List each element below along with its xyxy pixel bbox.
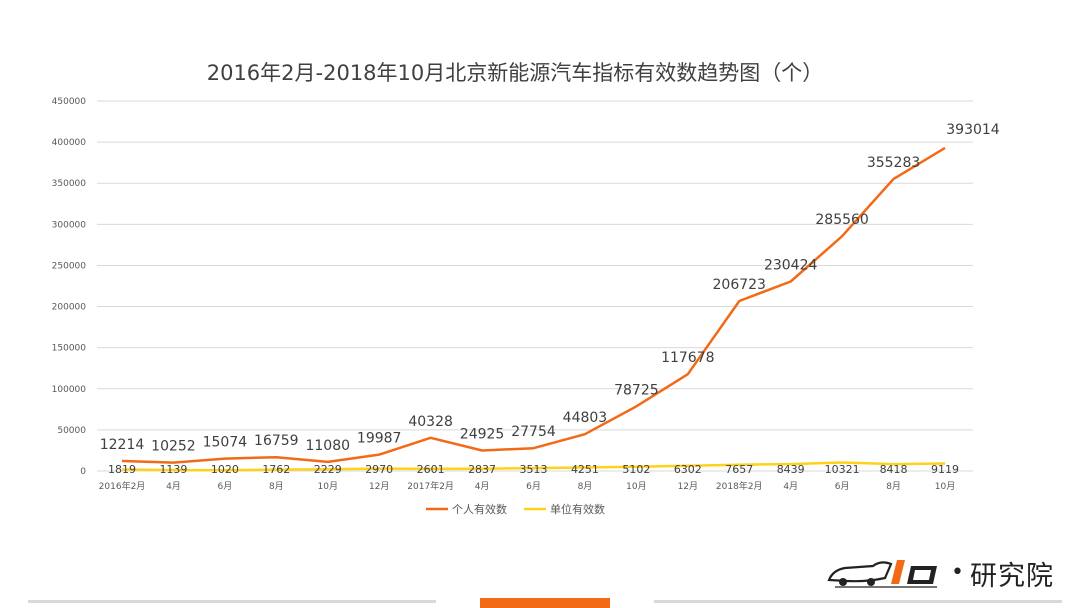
x-axis-ticks: 2016年2月 4月 6月 8月 10月 12月 2017年2月 4月 6月 8月 10月 12月 20… [99,480,956,492]
data-label: 8418 [880,463,908,476]
data-label: 24925 [460,427,505,443]
data-label: 19987 [357,431,402,447]
x-tick-label: 12月 [369,481,389,492]
data-label: 1762 [262,463,290,476]
series-line [121,461,946,472]
series-lines [121,146,946,472]
chart-title: 2016年2月-2018年10月北京新能源汽车指标有效数趋势图（个） [207,61,824,85]
x-tick-label: 2018年2月 [716,480,763,492]
x-tick-label: 2016年2月 [99,480,146,492]
y-tick-label: 50000 [57,426,86,436]
data-label: 393014 [946,122,1000,138]
data-label: 1020 [211,463,239,476]
x-tick-label: 4月 [475,481,490,492]
y-tick-label: 350000 [52,179,87,189]
data-label: 10252 [151,439,196,455]
data-label: 10321 [825,463,860,476]
series-line [121,146,946,464]
car-1-electric-logo-icon [827,560,938,588]
data-label: 8439 [777,463,805,476]
data-label: 2601 [417,463,445,476]
data-label: 355283 [867,155,920,171]
data-label: 44803 [563,410,608,426]
data-label: 2229 [314,463,342,476]
y-tick-label: 300000 [52,220,87,230]
data-label: 40328 [408,414,453,430]
x-tick-label: 2017年2月 [407,480,454,492]
logo-text: 研究院 [970,560,1054,592]
data-label: 2970 [365,463,393,476]
x-tick-label: 8月 [578,481,593,492]
brand-logo: • 研究院 [827,556,1054,592]
data-label: 3513 [520,463,548,476]
legend: 个人有效数 单位有效数 [426,502,605,516]
y-tick-label: 100000 [52,385,87,395]
data-label: 27754 [511,424,556,440]
x-tick-label: 10月 [318,481,338,492]
data-label: 5102 [622,463,650,476]
data-label: 6302 [674,463,702,476]
x-tick-label: 10月 [935,481,955,492]
data-label: 16759 [254,433,299,449]
data-label: 7657 [725,463,753,476]
data-label: 78725 [614,382,659,398]
data-label: 1139 [159,463,187,476]
data-label: 9119 [931,463,959,476]
data-label: 1819 [108,463,136,476]
data-label: 206723 [713,277,766,293]
y-tick-label: 450000 [52,97,87,107]
data-label: 285560 [815,212,868,228]
legend-label: 单位有效数 [550,502,605,516]
data-label: 12214 [100,437,145,453]
data-label: 11080 [305,438,350,454]
x-tick-label: 6月 [835,481,850,492]
y-tick-label: 400000 [52,138,87,148]
data-label: 15074 [203,435,248,451]
x-tick-label: 4月 [783,481,798,492]
logo-dot: • [951,560,964,585]
x-tick-label: 12月 [678,481,698,492]
x-tick-label: 6月 [526,481,541,492]
y-tick-label: 250000 [52,261,87,271]
data-label: 2837 [468,463,496,476]
legend-label: 个人有效数 [452,502,507,516]
y-tick-label: 200000 [52,303,87,313]
data-label: 4251 [571,463,599,476]
y-tick-label: 150000 [52,344,87,354]
footer-line-left [28,600,436,603]
data-label: 230424 [764,258,818,274]
x-tick-label: 4月 [166,481,181,492]
y-axis-ticks: 0 50000 100000 150000 200000 250000 300000 3500… [52,97,87,477]
y-tick-label: 0 [80,467,86,477]
footer-accent-bar [480,598,610,608]
x-tick-label: 10月 [626,481,646,492]
data-label: 117678 [661,350,714,366]
data-labels: 12214 10252 15074 16759 11080 19987 40328 24925… [100,122,1000,476]
x-tick-label: 6月 [218,481,233,492]
x-tick-label: 8月 [269,481,284,492]
x-tick-label: 8月 [886,481,901,492]
grid-lines [97,100,973,472]
footer-line-right [654,600,1062,603]
